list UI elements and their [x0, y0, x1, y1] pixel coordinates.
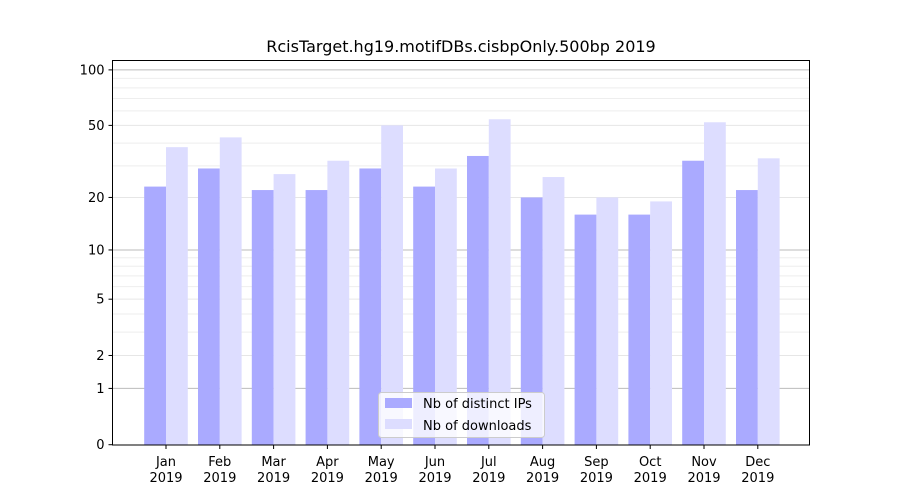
bar-downloads [650, 201, 672, 445]
bar-distinct-ips [682, 160, 704, 445]
legend-swatch-downloads [385, 419, 412, 429]
bar-downloads [542, 177, 565, 445]
x-tick-label: May 2019 [365, 455, 398, 486]
bar-distinct-ips [628, 214, 651, 445]
x-tick-label: Jul 2019 [472, 455, 505, 486]
bar-downloads [381, 125, 403, 445]
x-tick-label: Nov 2019 [687, 455, 720, 486]
y-tick-label: 10 [88, 243, 105, 258]
x-tick-label: Sep 2019 [580, 455, 613, 486]
x-tick-label: Mar 2019 [257, 455, 290, 486]
y-tick-label: 0 [96, 438, 104, 453]
bar-downloads [273, 174, 296, 445]
bar-downloads [435, 168, 457, 445]
y-tick-label: 1 [96, 382, 104, 397]
bar-downloads [596, 197, 619, 445]
chart-title: RcisTarget.hg19.motifDBs.cisbpOnly.500bp… [266, 37, 655, 56]
bar-distinct-ips [251, 190, 274, 445]
legend-swatch-ips [385, 398, 412, 408]
bar-downloads [757, 158, 780, 445]
x-tick-label: Feb 2019 [203, 455, 236, 486]
bar-distinct-ips [736, 190, 758, 445]
y-tick-label: 2 [96, 349, 104, 364]
plot-area-frame [112, 60, 810, 446]
bar-downloads [327, 160, 350, 445]
bar-distinct-ips [359, 168, 382, 445]
bar-distinct-ips [467, 155, 489, 445]
bar-distinct-ips [413, 186, 435, 445]
x-tick-label: Oct 2019 [634, 455, 667, 486]
x-tick-label: Aug 2019 [526, 455, 559, 486]
bar-downloads [488, 119, 511, 445]
x-tick-label: Jun 2019 [418, 455, 451, 486]
bar-downloads [219, 137, 242, 445]
y-tick-label: 5 [96, 293, 104, 308]
bar-distinct-ips [198, 168, 220, 445]
y-tick-label: 100 [80, 63, 105, 78]
legend: Nb of distinct IPs Nb of downloads [378, 392, 545, 438]
y-tick-label: 50 [88, 119, 105, 134]
bar-distinct-ips [520, 197, 543, 445]
bar-distinct-ips [305, 190, 328, 445]
x-tick-label: Dec 2019 [741, 455, 774, 486]
x-tick-label: Apr 2019 [311, 455, 344, 486]
y-tick-label: 20 [88, 191, 105, 206]
bar-distinct-ips [144, 186, 166, 445]
bar-downloads [704, 122, 726, 445]
x-tick-label: Jan 2019 [149, 455, 182, 486]
legend-label-downloads: Nb of downloads [423, 419, 532, 434]
bar-downloads [166, 147, 188, 445]
legend-label-ips: Nb of distinct IPs [423, 397, 532, 412]
bar-distinct-ips [574, 214, 597, 445]
